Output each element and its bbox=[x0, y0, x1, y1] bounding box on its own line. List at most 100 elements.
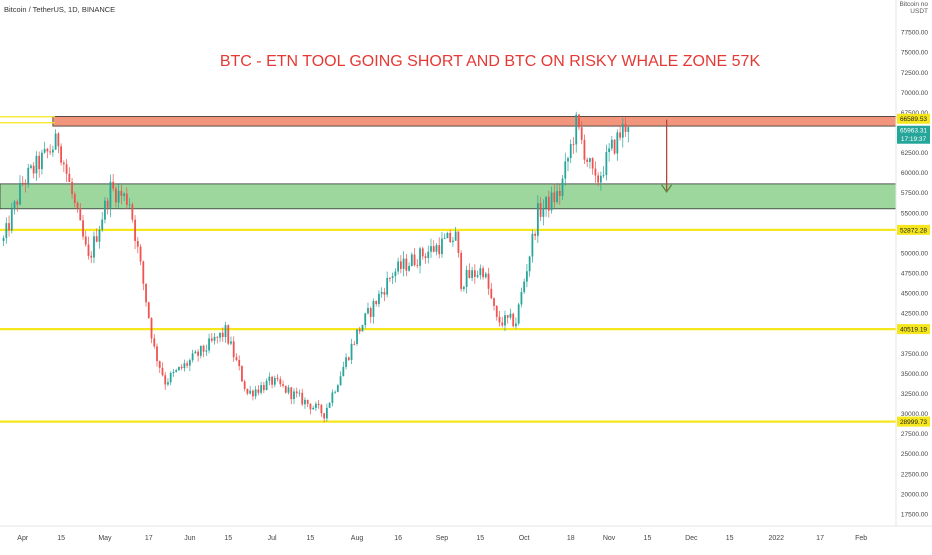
x-tick-label: 18 bbox=[567, 535, 575, 542]
candle-body bbox=[62, 162, 65, 165]
candle-body bbox=[336, 385, 339, 392]
x-tick-label: Sep bbox=[436, 535, 449, 542]
candle-body bbox=[539, 203, 542, 217]
candle-body bbox=[257, 389, 260, 393]
candle-body bbox=[331, 392, 334, 403]
support-zone bbox=[0, 183, 897, 210]
level-price-badge bbox=[897, 224, 930, 235]
candle-body bbox=[597, 175, 600, 183]
candle-body bbox=[487, 273, 490, 289]
candle-body bbox=[5, 223, 8, 239]
y-tick-label: 77500.00 bbox=[901, 30, 928, 37]
candle-body bbox=[468, 269, 471, 278]
candle-body bbox=[345, 357, 347, 367]
x-tick-label: 15 bbox=[57, 535, 65, 542]
candle-body bbox=[446, 233, 449, 239]
resistance-price-badge bbox=[897, 113, 930, 124]
candle-body bbox=[520, 292, 523, 305]
candle-body bbox=[254, 389, 257, 397]
candle-body bbox=[479, 268, 482, 276]
y-tick-label: 57500.00 bbox=[901, 190, 928, 197]
candle-body bbox=[68, 173, 71, 182]
candle-body bbox=[602, 175, 605, 176]
candle-body bbox=[523, 281, 526, 293]
candle-body bbox=[153, 338, 156, 347]
candle-body bbox=[432, 246, 435, 252]
x-tick-label: Nov bbox=[603, 535, 616, 542]
candle-body bbox=[139, 246, 142, 262]
candle-body bbox=[175, 370, 178, 372]
candle-body bbox=[71, 181, 73, 195]
level-price-label: 40519.19 bbox=[900, 327, 927, 334]
candle-body bbox=[356, 329, 358, 344]
candle-body bbox=[142, 261, 145, 284]
candle-body bbox=[19, 182, 21, 205]
level-price-badge bbox=[897, 324, 930, 335]
candle-body bbox=[438, 245, 441, 255]
candle-body bbox=[128, 204, 131, 206]
candle-body bbox=[32, 165, 35, 174]
candle-body bbox=[347, 357, 350, 360]
candle-body bbox=[586, 159, 589, 162]
candle-body bbox=[528, 256, 531, 272]
candle-body bbox=[526, 271, 528, 282]
candle-body bbox=[454, 231, 457, 241]
candle-body bbox=[304, 399, 306, 405]
x-tick-label: 15 bbox=[644, 535, 652, 542]
x-tick-label: Apr bbox=[17, 535, 29, 542]
y-tick-label: 60000.00 bbox=[901, 170, 928, 177]
candle-body bbox=[553, 192, 556, 203]
candle-body bbox=[339, 376, 342, 386]
candle-body bbox=[123, 193, 126, 196]
candle-body bbox=[397, 261, 400, 272]
candle-body bbox=[367, 308, 369, 314]
candle-body bbox=[435, 245, 438, 252]
candle-body bbox=[493, 298, 495, 306]
candle-body bbox=[293, 391, 295, 400]
y-tick-label: 32500.00 bbox=[901, 391, 928, 398]
candle-body bbox=[147, 302, 150, 318]
x-tick-label: 15 bbox=[224, 535, 232, 542]
candle-body bbox=[57, 133, 60, 147]
candle-body bbox=[599, 175, 602, 183]
y-tick-label: 20000.00 bbox=[901, 491, 928, 498]
candle-body bbox=[402, 258, 405, 269]
candle-body bbox=[506, 315, 509, 318]
candle-body bbox=[183, 363, 186, 369]
level-price-badge bbox=[897, 416, 930, 427]
candle-body bbox=[410, 254, 413, 266]
candle-body bbox=[172, 371, 175, 374]
candle-body bbox=[221, 332, 224, 338]
candle-body bbox=[441, 238, 443, 255]
x-tick-label: 2022 bbox=[768, 535, 784, 542]
candle-body bbox=[186, 363, 189, 366]
candle-body bbox=[125, 193, 128, 205]
candle-body bbox=[547, 196, 550, 211]
y-tick-label: 50000.00 bbox=[901, 250, 928, 257]
candle-body bbox=[569, 144, 572, 159]
y-tick-label: 42500.00 bbox=[901, 311, 928, 318]
x-tick-label: May bbox=[98, 535, 112, 542]
candle-body bbox=[54, 133, 57, 150]
candle-body bbox=[378, 293, 380, 305]
candle-body bbox=[309, 403, 312, 410]
x-tick-label: Feb bbox=[855, 535, 867, 542]
candle-body bbox=[2, 238, 5, 241]
candle-body bbox=[216, 336, 219, 338]
candle-body bbox=[298, 392, 301, 394]
candle-body bbox=[589, 158, 591, 162]
candle-body bbox=[60, 146, 62, 163]
resistance-price-label: 66589.53 bbox=[900, 116, 927, 123]
candle-body bbox=[21, 182, 24, 184]
candle-body bbox=[315, 403, 317, 408]
candle-body bbox=[408, 265, 410, 271]
candle-body bbox=[227, 325, 230, 344]
candle-body bbox=[443, 238, 446, 239]
candle-body bbox=[306, 399, 309, 404]
candle-body bbox=[515, 323, 517, 327]
candle-body bbox=[43, 148, 46, 153]
candle-body bbox=[295, 391, 298, 394]
y-tick-label: 17500.00 bbox=[901, 511, 928, 518]
candle-body bbox=[312, 407, 315, 410]
